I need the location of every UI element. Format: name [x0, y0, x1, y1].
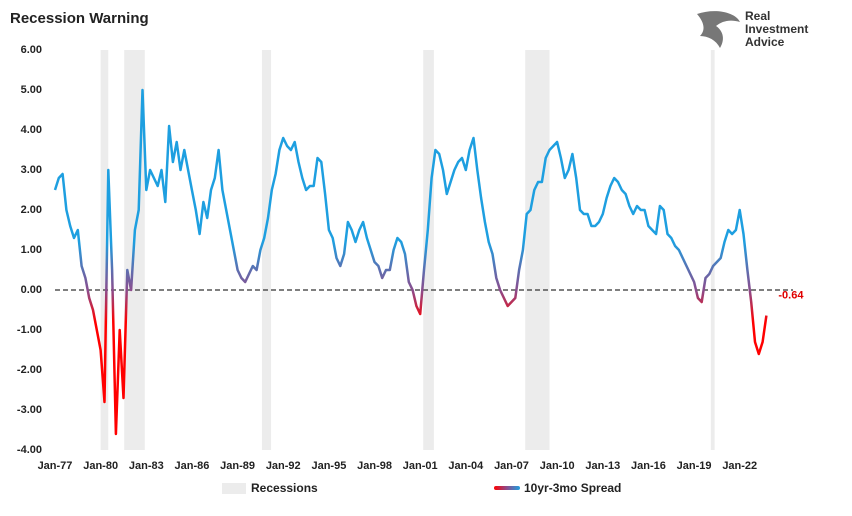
x-tick-label: Jan-13 — [585, 460, 620, 472]
x-tick-label: Jan-01 — [403, 460, 438, 472]
x-tick-label: Jan-19 — [677, 460, 712, 472]
x-tick-label: Jan-95 — [311, 460, 346, 472]
y-tick-label: 1.00 — [21, 244, 42, 256]
x-tick-label: Jan-92 — [266, 460, 301, 472]
x-tick-label: Jan-77 — [38, 460, 73, 472]
y-tick-label: 5.00 — [21, 84, 42, 96]
x-tick-label: Jan-98 — [357, 460, 392, 472]
legend-swatch — [222, 483, 246, 494]
x-tick-label: Jan-04 — [448, 460, 484, 472]
recession-band — [423, 50, 434, 450]
y-tick-label: 4.00 — [21, 124, 42, 136]
legend-swatch — [494, 486, 520, 490]
logo-text: Real — [745, 9, 770, 23]
x-tick-label: Jan-86 — [175, 460, 210, 472]
spread-line — [53, 88, 768, 436]
logo-text: Investment — [745, 22, 808, 36]
y-tick-label: -2.00 — [17, 364, 42, 376]
legend-label: 10yr-3mo Spread — [524, 481, 621, 495]
x-tick-label: Jan-80 — [83, 460, 118, 472]
legend-label: Recessions — [251, 481, 318, 495]
y-tick-label: -1.00 — [17, 324, 42, 336]
y-tick-label: -4.00 — [17, 444, 42, 456]
recession-band — [261, 50, 272, 450]
recession-band — [525, 50, 550, 450]
y-tick-label: -3.00 — [17, 404, 42, 416]
logo: Real Investment Advice — [697, 9, 808, 49]
x-tick-label: Jan-22 — [722, 460, 757, 472]
x-tick-label: Jan-10 — [540, 460, 575, 472]
y-tick-label: 6.00 — [21, 44, 42, 56]
value-label: -0.64 — [778, 290, 804, 302]
y-tick-label: 0.00 — [21, 284, 42, 296]
x-tick-label: Jan-16 — [631, 460, 666, 472]
x-tick-label: Jan-07 — [494, 460, 529, 472]
logo-text: Advice — [745, 35, 785, 49]
y-tick-label: 2.00 — [21, 204, 42, 216]
x-tick-label: Jan-83 — [129, 460, 164, 472]
recession-band — [710, 50, 715, 450]
chart-title: Recession Warning — [10, 10, 149, 27]
y-tick-label: 3.00 — [21, 164, 42, 176]
recession-band — [100, 50, 109, 450]
x-tick-label: Jan-89 — [220, 460, 255, 472]
logo-eagle — [697, 11, 740, 48]
